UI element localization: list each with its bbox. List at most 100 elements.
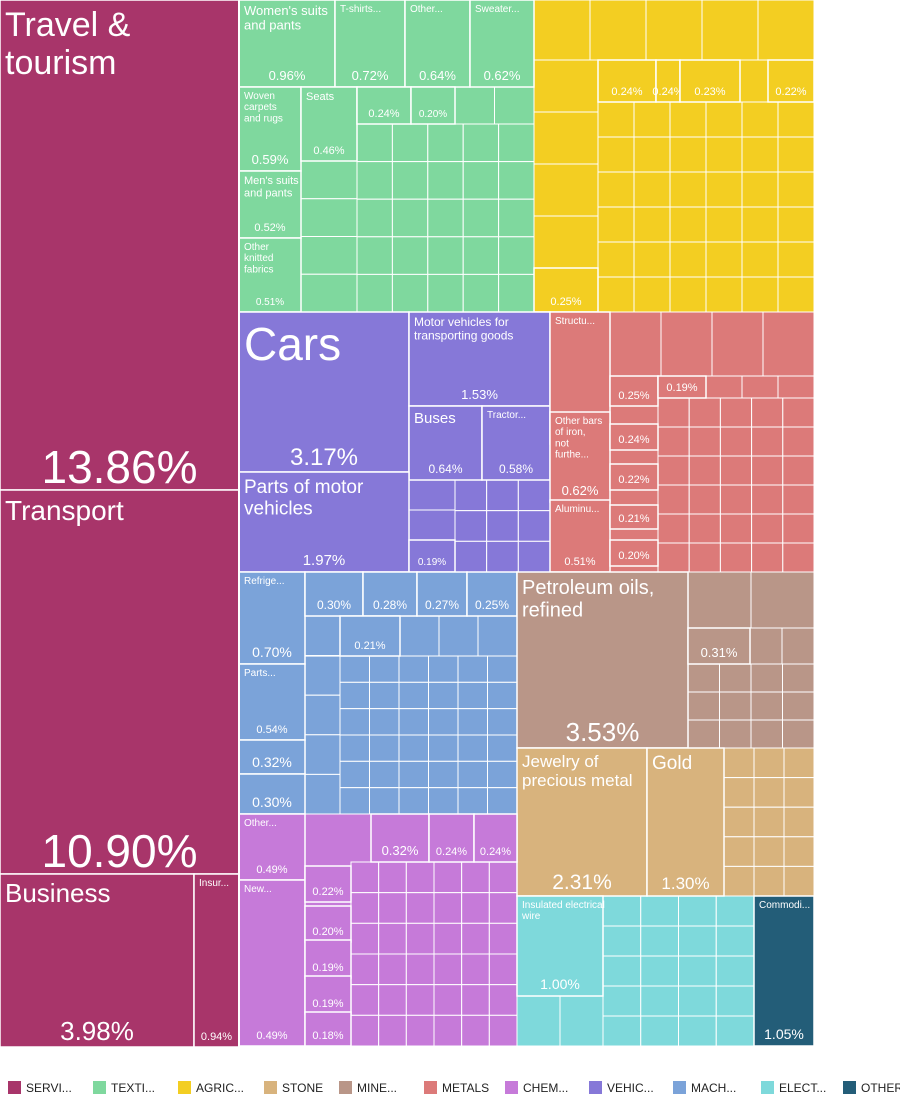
subtile[interactable]: [300, 160, 358, 200]
subtile[interactable]: [462, 123, 500, 163]
subtile[interactable]: [391, 273, 429, 313]
tile-rect[interactable]: [473, 813, 518, 863]
subtile[interactable]: [378, 922, 407, 955]
subtile[interactable]: [741, 101, 779, 138]
treemap-tile-other[interactable]: Other... 0.49%: [238, 813, 306, 881]
tile-rect[interactable]: [549, 411, 611, 503]
subtile[interactable]: [777, 276, 815, 313]
subtile[interactable]: [678, 985, 717, 1017]
subtile[interactable]: [486, 510, 519, 542]
treemap-tile-value-0-23[interactable]: 0.23%: [679, 59, 741, 103]
subtile[interactable]: [705, 136, 743, 173]
subtile[interactable]: [487, 655, 518, 683]
subtile[interactable]: [487, 787, 518, 815]
treemap-tile-value-0-32[interactable]: 0.32%: [370, 813, 430, 863]
subtile[interactable]: [739, 59, 769, 103]
subtile[interactable]: [369, 734, 400, 762]
subtile[interactable]: [715, 925, 755, 957]
subtile[interactable]: [602, 925, 642, 957]
tile-rect[interactable]: [238, 86, 302, 172]
tile-rect[interactable]: [339, 615, 401, 657]
tile-rect[interactable]: [304, 571, 364, 617]
subtile[interactable]: [487, 734, 518, 762]
subtile[interactable]: [597, 276, 635, 313]
subtile[interactable]: [398, 760, 429, 789]
treemap-tile-motor-vehicles-for-transporting-goods[interactable]: Motor vehicles for transporting goods 1.53…: [408, 311, 551, 407]
subtile[interactable]: [498, 198, 535, 238]
subtile[interactable]: [461, 984, 490, 1016]
legend-item-stone[interactable]: STONE: [264, 1081, 323, 1095]
tile-rect[interactable]: [304, 975, 352, 1015]
treemap-tile-new[interactable]: New... 0.49%: [238, 879, 306, 1047]
subtile[interactable]: [719, 455, 753, 486]
treemap-tile-value-0-21[interactable]: 0.21%: [609, 504, 659, 530]
subtile[interactable]: [438, 615, 479, 657]
subtile[interactable]: [498, 123, 535, 163]
subtile[interactable]: [669, 206, 707, 243]
treemap-tile-transport[interactable]: Transport 10.90%: [0, 489, 240, 877]
subtile[interactable]: [488, 861, 518, 894]
subtile[interactable]: [678, 1015, 717, 1047]
subtile[interactable]: [589, 0, 647, 61]
subtile[interactable]: [688, 484, 721, 515]
tile-rect[interactable]: [238, 571, 306, 665]
subtile[interactable]: [356, 123, 393, 163]
subtile[interactable]: [428, 681, 459, 710]
subtile[interactable]: [719, 513, 753, 544]
subtile[interactable]: [719, 397, 753, 428]
tile-rect[interactable]: [193, 873, 240, 1048]
treemap-tile-value-0-21[interactable]: 0.21%: [339, 615, 401, 657]
subtile[interactable]: [640, 985, 679, 1017]
subtile[interactable]: [356, 236, 393, 275]
subtile[interactable]: [750, 719, 783, 749]
subtile[interactable]: [633, 101, 671, 138]
subtile[interactable]: [782, 719, 815, 749]
tile-rect[interactable]: [238, 311, 410, 473]
subtile[interactable]: [427, 161, 464, 200]
subtile[interactable]: [597, 206, 635, 243]
treemap-tile-value-0-24[interactable]: 0.24%: [428, 813, 475, 863]
subtile[interactable]: [757, 0, 815, 61]
subtile[interactable]: [405, 861, 435, 894]
tile-rect[interactable]: [370, 813, 430, 863]
subtile[interactable]: [391, 236, 429, 275]
subtile[interactable]: [477, 615, 518, 657]
subtile[interactable]: [488, 953, 518, 986]
tile-rect[interactable]: [609, 423, 659, 451]
subtile[interactable]: [487, 681, 518, 710]
subtile[interactable]: [487, 760, 518, 789]
subtile[interactable]: [751, 513, 784, 544]
subtile[interactable]: [705, 241, 743, 278]
treemap-tile-value-0-24[interactable]: 0.24%: [356, 86, 412, 125]
treemap-tile-value-0-20[interactable]: 0.20%: [609, 539, 659, 567]
subtile[interactable]: [669, 101, 707, 138]
legend-item-chem[interactable]: CHEM...: [505, 1081, 568, 1095]
treemap-tile-value-0-20[interactable]: 0.20%: [410, 86, 456, 125]
subtile[interactable]: [533, 111, 599, 165]
subtile[interactable]: [678, 895, 717, 927]
subtile[interactable]: [715, 1015, 755, 1047]
subtile[interactable]: [657, 455, 690, 486]
subtile[interactable]: [687, 571, 752, 629]
treemap-tile-parts-of-motor-vehicles[interactable]: Parts of motor vehicles 1.97%: [238, 471, 410, 573]
subtile[interactable]: [715, 895, 755, 927]
tile-rect[interactable]: [753, 895, 815, 1047]
subtile[interactable]: [356, 161, 393, 200]
treemap-tile-insulated-electrical-wire[interactable]: Insulated electrical wire 1.00%: [516, 895, 605, 997]
treemap-tile-gold[interactable]: Gold 1.30%: [646, 747, 725, 897]
subtile[interactable]: [753, 836, 785, 867]
subtile[interactable]: [398, 787, 429, 815]
tile-rect[interactable]: [0, 0, 240, 491]
subtile[interactable]: [461, 953, 490, 986]
subtile[interactable]: [597, 241, 635, 278]
treemap-tile-value-0-22[interactable]: 0.22%: [304, 865, 352, 903]
tile-rect[interactable]: [300, 86, 358, 162]
subtile[interactable]: [486, 479, 519, 512]
subtile[interactable]: [723, 865, 755, 897]
legend-item-mach[interactable]: MACH...: [673, 1081, 736, 1095]
subtile[interactable]: [488, 892, 518, 924]
subtile[interactable]: [350, 861, 380, 894]
tile-rect[interactable]: [304, 905, 352, 943]
subtile[interactable]: [461, 861, 490, 894]
subtile[interactable]: [339, 734, 370, 762]
